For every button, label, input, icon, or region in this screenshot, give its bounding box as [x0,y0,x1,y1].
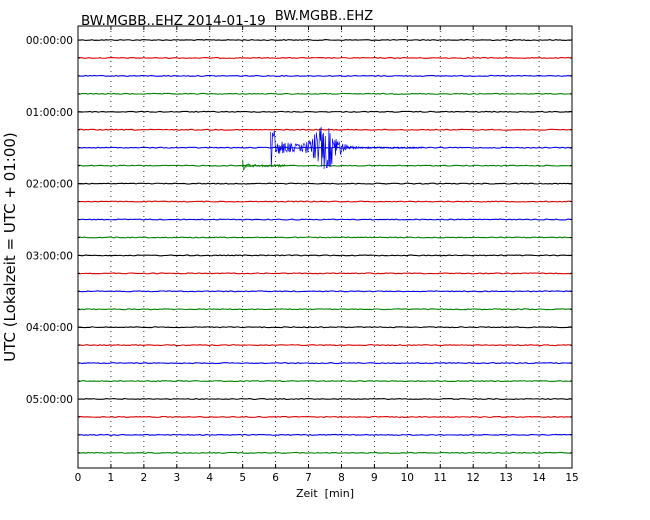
trace-row-7 [77,164,573,167]
axes-frame [77,25,573,469]
x-tick-label: 1 [108,472,115,484]
y-tick-labels: 00:00:00 01:00:00 02:00:00 03:00:00 04:00:00… [26,35,73,406]
trace-row-0 [77,38,573,42]
x-axis-label: Zeit [min] [296,487,354,500]
x-tick-label: 3 [173,472,180,484]
x-tick-label: 6 [272,472,279,484]
trace-rows [77,38,573,454]
x-tick-label: 8 [338,472,345,484]
x-tick-labels: 0 1 2 3 4 5 6 7 8 9 10 11 12 13 14 15 [75,472,579,484]
trace-row-16 [77,326,573,329]
chart-title-center: BW.MGBB..EHZ [275,9,373,24]
grid-lines [110,26,540,468]
x-tick-label: 7 [305,472,312,484]
trace-row-4 [77,110,573,113]
y-tick-label: 00:00:00 [26,35,73,47]
y-axis-label: UTC (Lokalzeit = UTC + 01:00) [1,132,19,362]
trace-row-3 [77,92,573,95]
trace-row-17 [77,344,573,347]
event-trace-precursor [242,159,286,171]
y-tick-label: 04:00:00 [26,322,73,334]
x-tick-label: 11 [434,472,447,484]
x-tick-label: 9 [371,472,378,484]
trace-row-9 [77,200,573,203]
trace-row-2 [77,74,573,77]
x-tick-label: 15 [565,472,578,484]
y-tick-label: 03:00:00 [26,250,73,262]
trace-row-5 [77,128,573,131]
trace-row-22 [77,433,573,436]
trace-row-11 [77,236,573,239]
trace-row-18 [77,362,573,365]
trace-row-15 [77,308,573,311]
x-tick-label: 13 [499,472,512,484]
y-tick-label: 05:00:00 [26,394,73,406]
chart-title-left: BW.MGBB..EHZ 2014-01-19 [81,13,266,29]
event-trace-main [270,126,424,170]
trace-row-19 [77,380,573,383]
trace-row-10 [77,218,573,221]
trace-row-13 [77,272,573,275]
x-tick-label: 12 [467,472,480,484]
x-tick-label: 4 [206,472,213,484]
x-tick-label: 14 [532,472,546,484]
trace-row-21 [77,415,573,418]
y-tick-label: 01:00:00 [26,107,73,119]
x-tick-label: 2 [141,472,148,484]
x-tick-label: 10 [401,472,414,484]
y-tick-label: 02:00:00 [26,179,73,191]
trace-row-20 [77,397,573,401]
trace-row-1 [77,56,573,59]
event-traces [242,126,424,171]
trace-row-8 [77,182,573,185]
x-tick-label: 5 [239,472,246,484]
axes-border [77,25,573,469]
trace-row-12 [77,254,573,257]
x-tick-label: 0 [75,472,82,484]
trace-row-23 [77,451,573,454]
trace-row-14 [77,290,573,293]
